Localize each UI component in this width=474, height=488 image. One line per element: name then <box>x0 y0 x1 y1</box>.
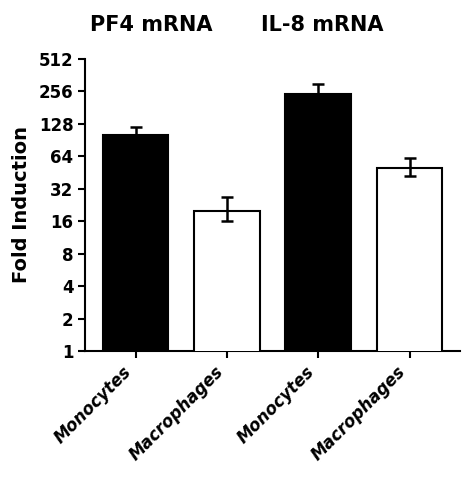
Text: PF4 mRNA: PF4 mRNA <box>91 15 213 35</box>
Bar <box>194 211 260 488</box>
Y-axis label: Fold Induction: Fold Induction <box>11 126 30 284</box>
Bar <box>103 135 168 488</box>
Bar <box>377 168 442 488</box>
Bar <box>285 94 351 488</box>
Text: IL-8 mRNA: IL-8 mRNA <box>261 15 383 35</box>
